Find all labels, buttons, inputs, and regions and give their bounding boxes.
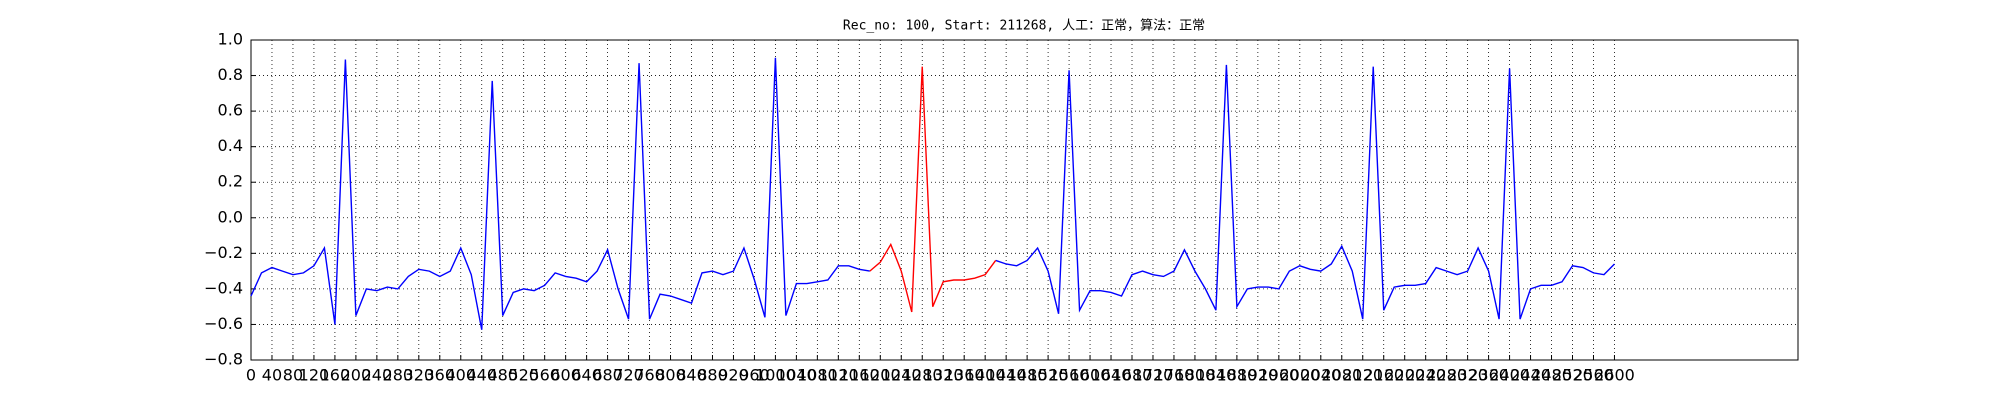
x-tick-label: 1200: [860, 366, 901, 385]
x-tick-label: 880: [697, 366, 728, 385]
x-tick-label: 2520: [1552, 366, 1593, 385]
x-tick-label: 2320: [1447, 366, 1488, 385]
x-tick-label: 760: [634, 366, 665, 385]
x-tick-label: 1320: [923, 366, 964, 385]
x-tick-label: 2600: [1594, 366, 1635, 385]
plot-frame: [250, 39, 1799, 361]
x-tick-label: 800: [655, 366, 686, 385]
y-tick-label: −0.6: [204, 314, 243, 333]
x-tick-label: 520: [508, 366, 539, 385]
y-tick-label: 0.2: [218, 172, 243, 191]
x-tick-label: 1160: [839, 366, 880, 385]
x-tick-label: 320: [404, 366, 435, 385]
x-tick-label: 2400: [1489, 366, 1530, 385]
x-tick-label: 1880: [1217, 366, 1258, 385]
x-tick-label: 40: [262, 366, 282, 385]
x-tick-label: 80: [283, 366, 303, 385]
x-tick-label: 680: [592, 366, 623, 385]
x-tick-label: 1640: [1091, 366, 1132, 385]
chart-title: Rec_no: 100, Start: 211268, 人工：正常，算法：正常: [843, 19, 1205, 34]
x-tick-label: 1120: [818, 366, 859, 385]
y-tick-label: −0.8: [204, 350, 243, 369]
x-tick-label: 2000: [1279, 366, 1320, 385]
x-tick-label: 1560: [1049, 366, 1090, 385]
x-tick-label: 840: [676, 366, 707, 385]
x-tick-label: 120: [299, 366, 330, 385]
x-tick-label: 2480: [1531, 366, 1572, 385]
x-tick-label: 240: [362, 366, 393, 385]
y-tick-label: −0.4: [204, 278, 243, 297]
x-tick-label: 2360: [1468, 366, 1509, 385]
data-line: [869, 66, 997, 313]
x-tick-label: 1000: [755, 366, 796, 385]
data-line: [250, 57, 1615, 330]
x-tick-label: 920: [718, 366, 749, 385]
x-tick-label: 1840: [1196, 366, 1237, 385]
y-tick-label: −0.2: [204, 243, 243, 262]
x-tick-label: 160: [320, 366, 351, 385]
x-tick-label: 200: [341, 366, 372, 385]
x-tick-label: 2080: [1321, 366, 1362, 385]
x-tick-label: 2120: [1342, 366, 1383, 385]
x-tick-label: 400: [445, 366, 476, 385]
x-tick-label: 440: [466, 366, 497, 385]
x-tick-label: 480: [487, 366, 518, 385]
x-tick-label: 1800: [1175, 366, 1216, 385]
x-tick-label: 360: [425, 366, 456, 385]
x-tick-label: 1480: [1007, 366, 1048, 385]
x-tick-label: 1960: [1258, 366, 1299, 385]
y-tick-label: 0.0: [218, 207, 243, 226]
x-tick-label: 1040: [776, 366, 817, 385]
y-tick-label: 0.8: [218, 65, 243, 84]
x-tick-label: 0: [246, 366, 256, 385]
y-tick-label: 0.6: [218, 101, 243, 120]
x-tick-label: 2440: [1510, 366, 1551, 385]
x-tick-label: 280: [383, 366, 414, 385]
x-tick-label: 2280: [1426, 366, 1467, 385]
x-tick-label: 640: [571, 366, 602, 385]
x-tick-label: 960: [739, 366, 770, 385]
x-tick-label: 2240: [1405, 366, 1446, 385]
x-tick-label: 1080: [797, 366, 838, 385]
x-tick-label: 1400: [965, 366, 1006, 385]
x-tick-label: 1600: [1070, 366, 1111, 385]
x-tick-label: 2160: [1363, 366, 1404, 385]
x-tick-label: 2200: [1384, 366, 1425, 385]
x-tick-label: 2560: [1573, 366, 1614, 385]
x-tick-label: 1280: [902, 366, 943, 385]
y-tick-label: 0.4: [218, 136, 243, 155]
x-tick-label: 720: [613, 366, 644, 385]
x-tick-label: 1920: [1238, 366, 1279, 385]
x-tick-label: 1360: [944, 366, 985, 385]
x-tick-label: 1680: [1112, 366, 1153, 385]
x-tick-label: 1760: [1154, 366, 1195, 385]
x-tick-label: 1520: [1028, 366, 1069, 385]
x-tick-label: 1440: [986, 366, 1027, 385]
x-tick-label: 560: [529, 366, 560, 385]
y-tick-label: 1.0: [218, 30, 243, 49]
x-tick-label: 1720: [1133, 366, 1174, 385]
x-tick-label: 1240: [881, 366, 922, 385]
x-tick-label: 600: [550, 366, 581, 385]
x-tick-label: 2040: [1300, 366, 1341, 385]
